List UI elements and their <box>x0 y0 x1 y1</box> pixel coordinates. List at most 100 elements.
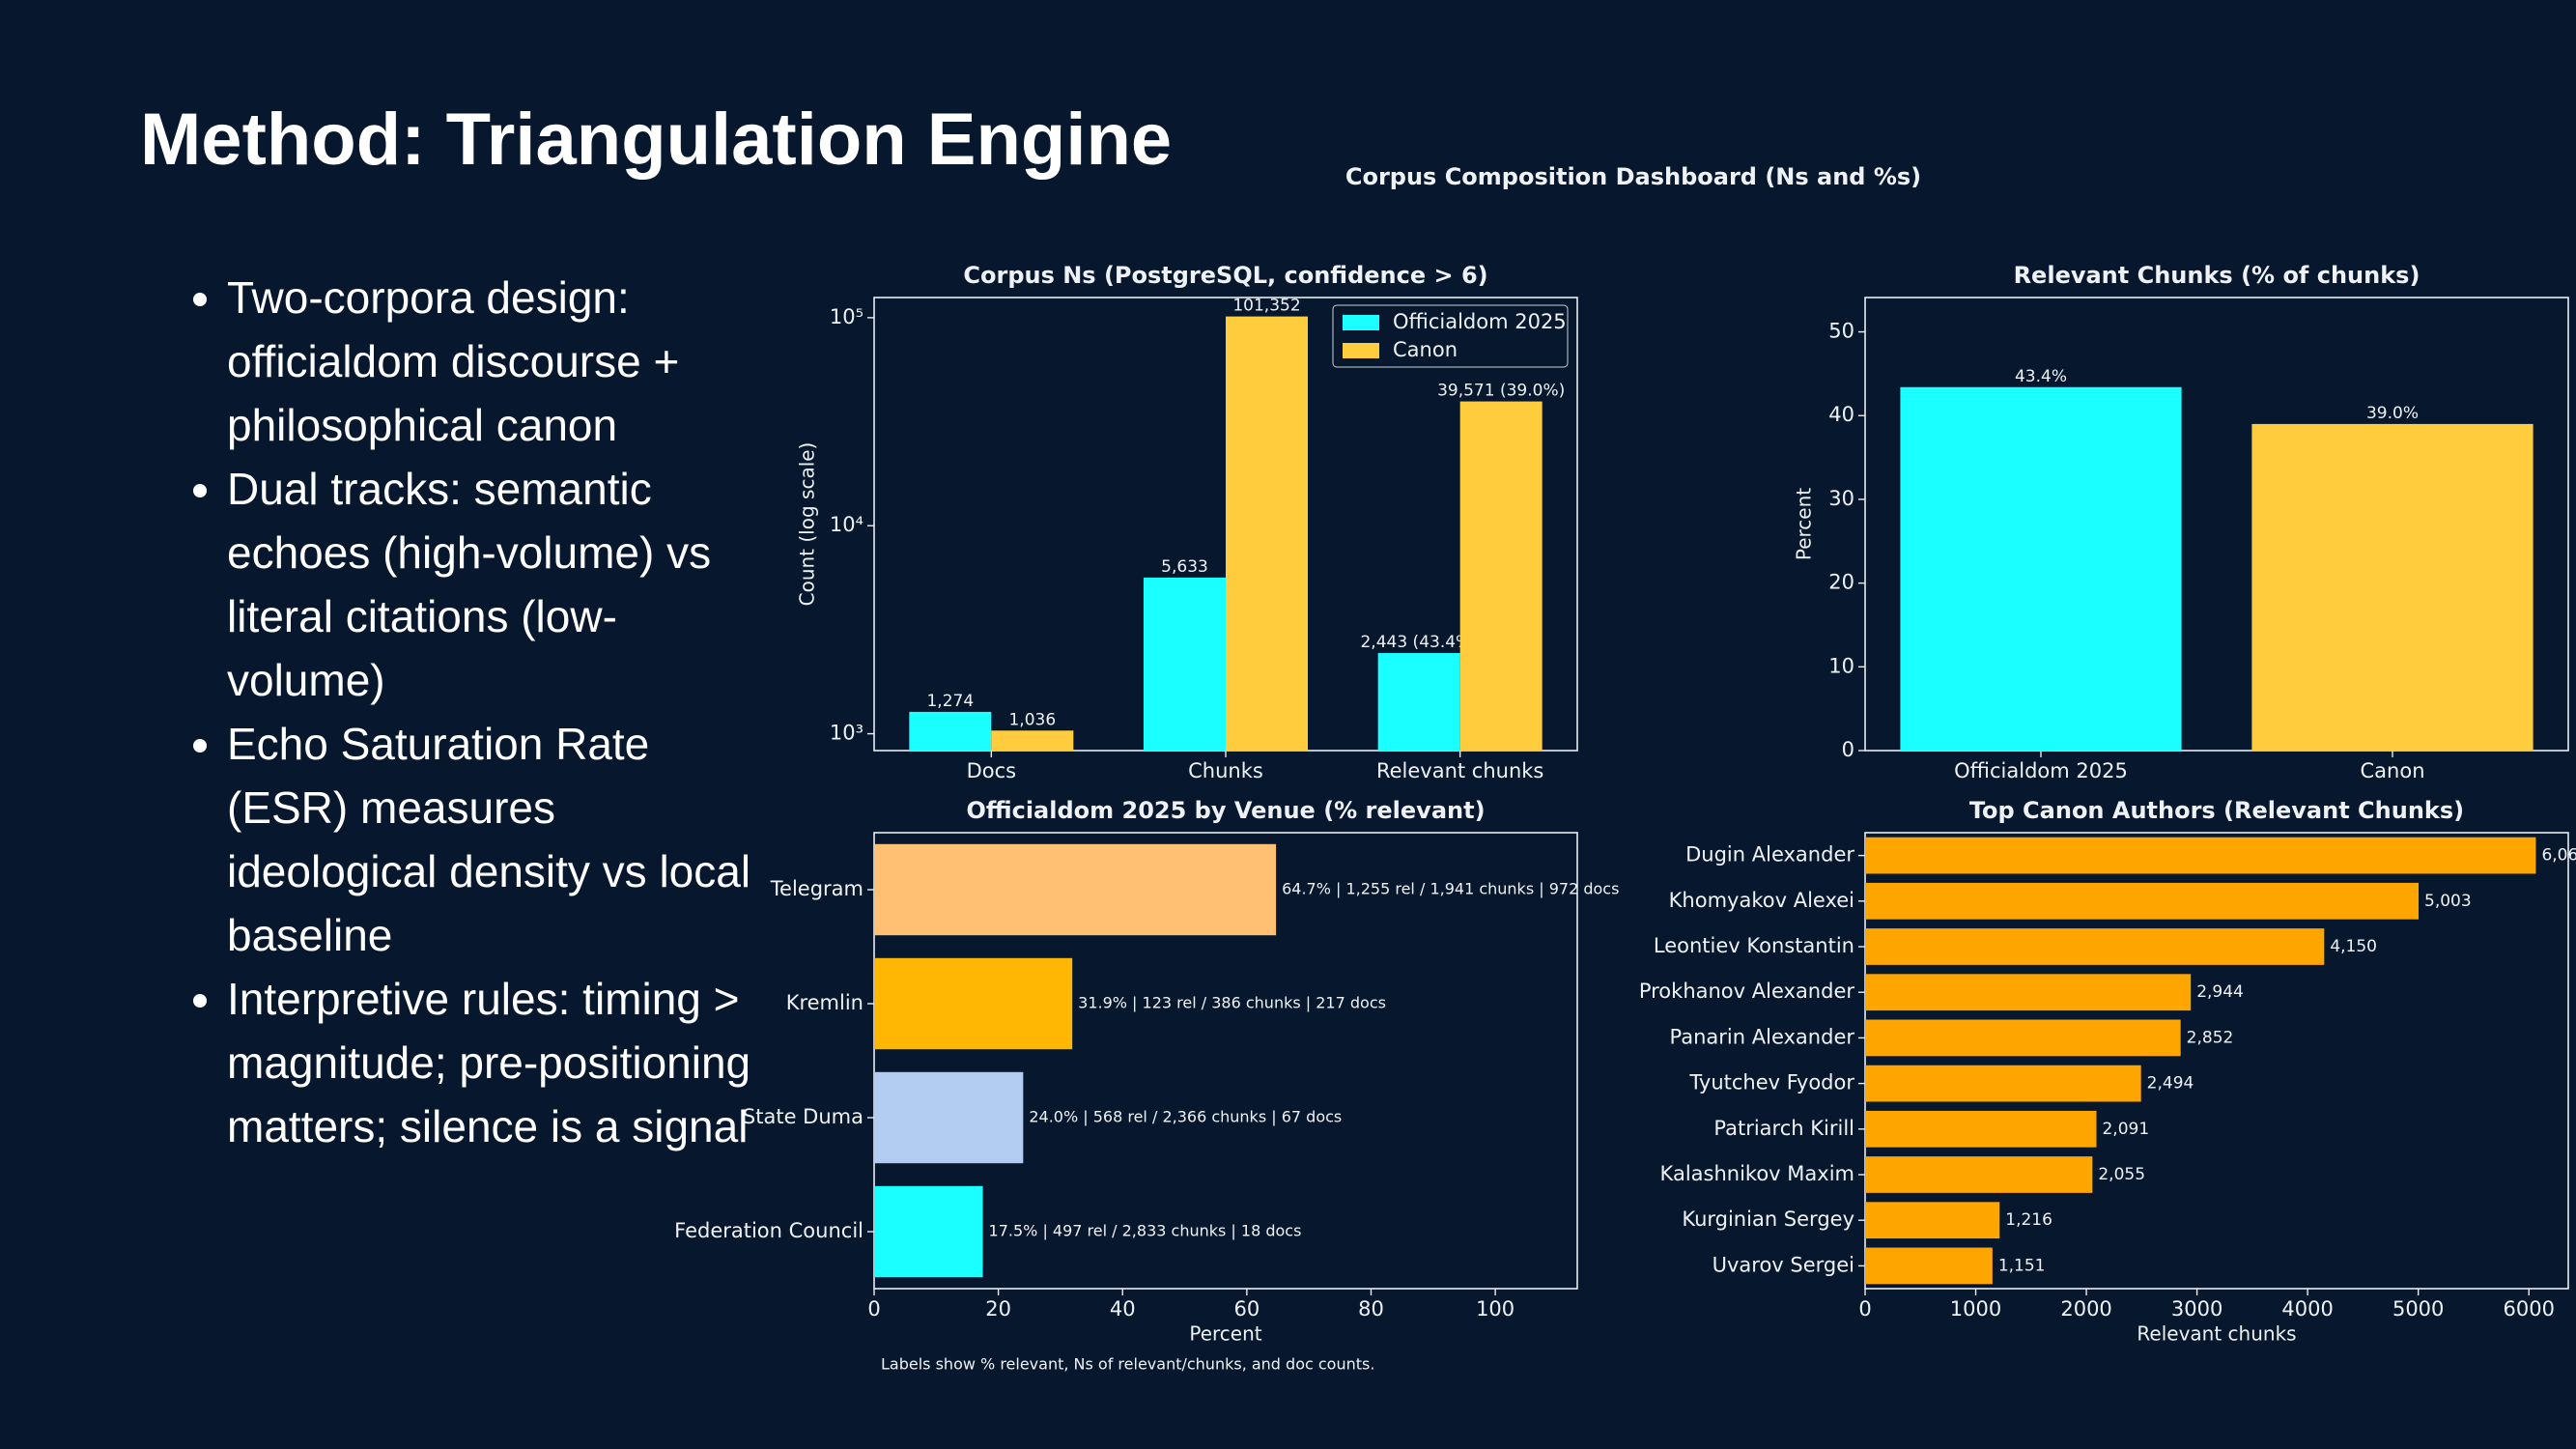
bar <box>1865 837 2536 874</box>
bar <box>1865 1202 2000 1239</box>
value-label: 24.0% | 568 rel / 2,366 chunks | 67 docs <box>1029 1108 1342 1126</box>
y-tick-label: Federation Council <box>674 1219 863 1242</box>
x-tick-label: 0 <box>867 1297 880 1321</box>
legend-label: Canon <box>1393 338 1458 361</box>
x-tick-label: Chunks <box>1188 759 1263 782</box>
y-tick-label: Telegram <box>770 877 863 900</box>
x-axis-label: Relevant chunks <box>2137 1322 2296 1346</box>
value-label: 4,150 <box>2330 937 2377 956</box>
y-tick-label: Uvarov Sergei <box>1713 1253 1854 1276</box>
value-label: 31.9% | 123 rel / 386 chunks | 217 docs <box>1078 994 1386 1012</box>
chart-title: Top Canon Authors (Relevant Chunks) <box>1969 797 2464 824</box>
legend-box <box>1332 304 1569 368</box>
bar <box>1865 974 2192 1011</box>
x-axis-label: Percent <box>1189 1322 1261 1346</box>
x-tick-label: 20 <box>985 1297 1011 1321</box>
value-label: 2,443 (43.4%) <box>1360 633 1477 652</box>
y-tick-label: Dugin Alexander <box>1685 843 1854 867</box>
x-tick-label: 80 <box>1358 1297 1384 1321</box>
bullet: Interpretive rules: timing > magnitude; … <box>227 967 768 1158</box>
bar <box>1865 1247 1993 1285</box>
x-tick-label: 0 <box>1858 1297 1871 1321</box>
bar <box>874 957 1073 1050</box>
chart-title: Corpus Ns (PostgreSQL, confidence > 6) <box>963 262 1487 289</box>
chart-title: Relevant Chunks (% of chunks) <box>2014 262 2420 289</box>
bullet-list: Two-corpora design: officialdom discours… <box>161 266 768 1158</box>
value-label: 39,571 (39.0%) <box>1437 382 1565 401</box>
value-label: 1,036 <box>1008 710 1056 729</box>
x-tick-label: 40 <box>1110 1297 1136 1321</box>
y-tick-label: 50 <box>1828 320 1854 343</box>
bar <box>1865 1065 2141 1102</box>
bar <box>1226 316 1308 751</box>
value-label: 2,055 <box>2098 1165 2145 1184</box>
bar <box>1377 653 1460 751</box>
value-label: 64.7% | 1,255 rel / 1,941 chunks | 972 d… <box>1282 880 1619 898</box>
x-tick-label: 6000 <box>2503 1297 2554 1321</box>
value-label: 5,003 <box>2424 892 2472 911</box>
y-tick-label: Prokhanov Alexander <box>1639 980 1855 1003</box>
y-tick-label: Kurginian Sergey <box>1682 1208 1854 1231</box>
value-label: 2,944 <box>2196 982 2244 1002</box>
value-label: 1,151 <box>1998 1256 2046 1275</box>
x-tick-label: Relevant chunks <box>1376 759 1543 782</box>
axes-frame <box>873 832 1578 1290</box>
y-tick-label: Panarin Alexander <box>1670 1025 1855 1048</box>
x-tick-label: 1000 <box>1950 1297 2001 1321</box>
legend-swatch <box>1343 343 1379 358</box>
legend-label: Officialdom 2025 <box>1393 310 1567 333</box>
x-tick-label: Officialdom 2025 <box>1954 759 2128 782</box>
bullet: Echo Saturation Rate (ESR) measures ideo… <box>227 712 768 967</box>
y-tick-label: Khomyakov Alexei <box>1669 889 1854 912</box>
value-label: 6,063 <box>2541 846 2576 866</box>
y-tick-label: 0 <box>1842 738 1854 761</box>
value-label: 43.4% <box>2015 367 2067 386</box>
x-tick-label: 60 <box>1233 1297 1260 1321</box>
value-label: 1,274 <box>926 692 974 711</box>
bar <box>874 843 1277 936</box>
y-tick-label: 10³ <box>830 722 863 745</box>
value-label: 2,852 <box>2187 1028 2234 1047</box>
bar <box>1900 386 2182 751</box>
value-label: 2,091 <box>2102 1120 2149 1139</box>
x-tick-label: 4000 <box>2281 1297 2333 1321</box>
bar <box>909 711 992 751</box>
y-axis-label: Percent <box>1793 488 1816 560</box>
y-tick-label: 30 <box>1828 487 1854 510</box>
x-tick-label: 100 <box>1476 1297 1514 1321</box>
axes-frame <box>1864 832 2569 1290</box>
x-tick-label: 2000 <box>2060 1297 2111 1321</box>
y-tick-label: Kremlin <box>786 991 863 1014</box>
bar <box>874 1185 983 1278</box>
x-tick-label: Canon <box>2361 759 2425 782</box>
value-label: 39.0% <box>2366 404 2419 423</box>
bullet: Two-corpora design: officialdom discours… <box>227 266 768 457</box>
bar <box>1865 1110 2097 1148</box>
bar <box>1865 1156 2093 1193</box>
bar <box>874 1071 1024 1164</box>
y-tick-label: 10⁵ <box>830 305 863 328</box>
y-tick-label: State Duma <box>743 1105 863 1128</box>
y-tick-label: Kalashnikov Maxim <box>1660 1162 1854 1185</box>
y-tick-label: 10⁴ <box>830 513 863 536</box>
value-label: 101,352 <box>1232 297 1300 316</box>
value-label: 2,494 <box>2147 1074 2194 1094</box>
bar <box>1865 928 2325 965</box>
x-tick-label: Docs <box>967 759 1017 782</box>
y-tick-label: Patriarch Kirill <box>1713 1117 1854 1140</box>
bar <box>1865 1019 2181 1057</box>
value-label: 17.5% | 497 rel / 2,833 chunks | 18 docs <box>989 1222 1302 1240</box>
bar <box>1865 882 2420 920</box>
bullet: Dual tracks: semantic echoes (high-volum… <box>227 457 768 712</box>
y-tick-label: Leontiev Konstantin <box>1654 934 1854 957</box>
bar <box>1144 577 1226 751</box>
y-axis-label: Count (log scale) <box>796 442 819 607</box>
bar <box>1459 401 1543 751</box>
x-tick-label: 5000 <box>2392 1297 2444 1321</box>
dashboard-title: Corpus Composition Dashboard (Ns and %s) <box>1345 163 1921 190</box>
axes-frame <box>1864 297 2569 752</box>
value-label: 1,216 <box>2005 1210 2052 1230</box>
bar <box>2251 423 2534 751</box>
y-tick-label: 40 <box>1828 403 1854 426</box>
